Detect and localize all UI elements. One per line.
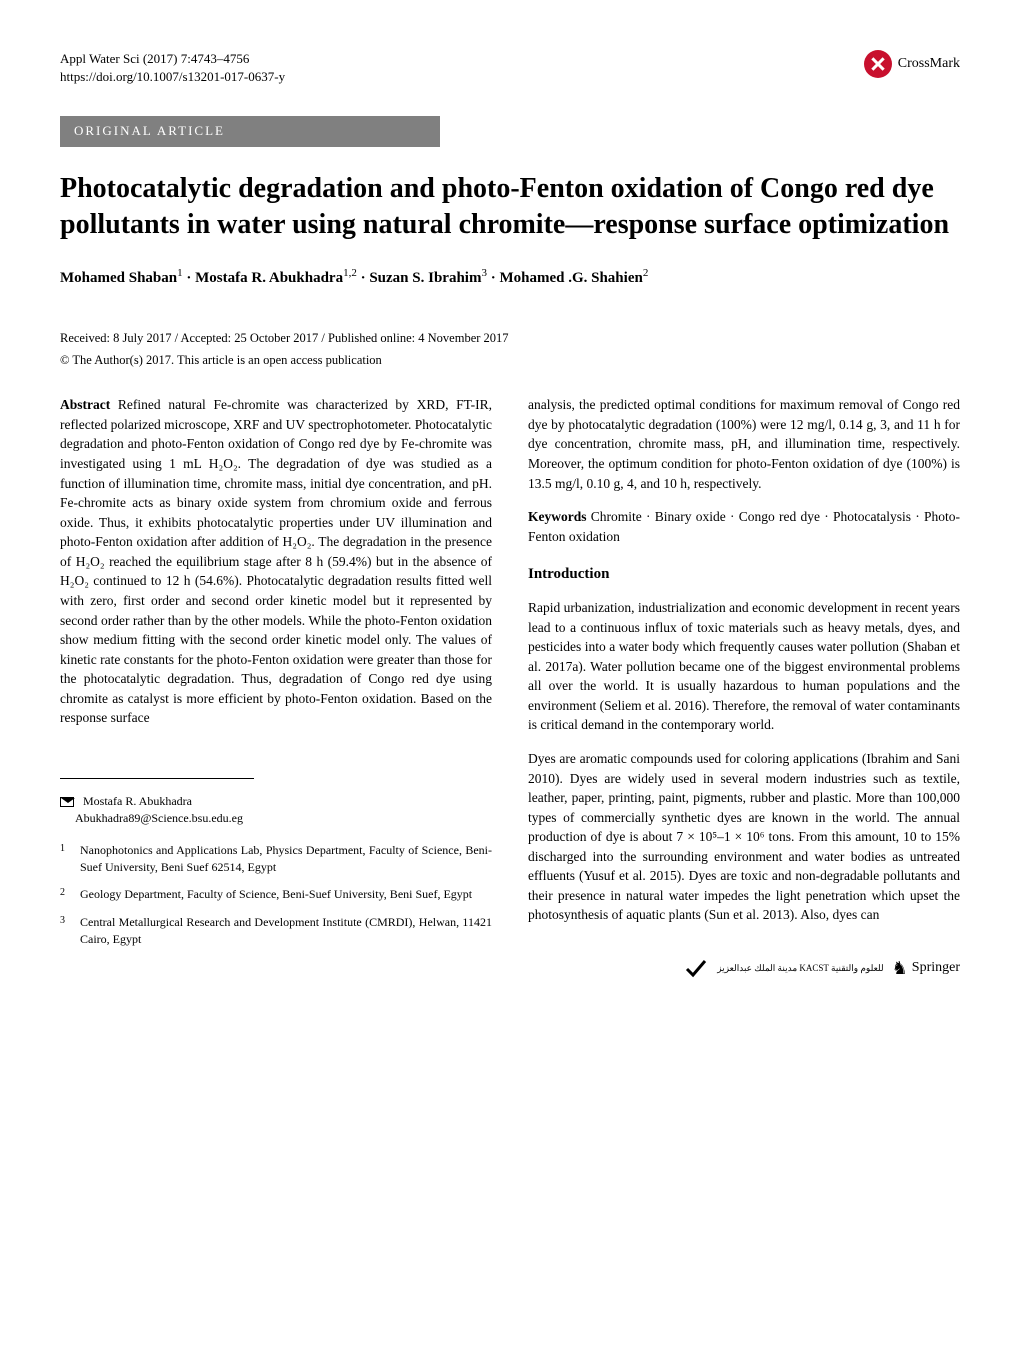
springer-horse-icon: ♞ bbox=[892, 955, 908, 981]
keywords-paragraph: Keywords Chromite · Binary oxide · Congo… bbox=[528, 507, 960, 546]
kacst-text: مدينة الملك عبدالعزيز KACST للعلوم والتق… bbox=[717, 964, 883, 973]
abstract-continuation: analysis, the predicted optimal conditio… bbox=[528, 395, 960, 493]
crossmark-icon bbox=[864, 50, 892, 78]
intro-paragraph-1: Rapid urbanization, industrialization an… bbox=[528, 598, 960, 735]
abstract-paragraph: Abstract Refined natural Fe-chromite was… bbox=[60, 395, 492, 728]
abstract-heading: Abstract bbox=[60, 397, 110, 412]
article-title: Photocatalytic degradation and photo-Fen… bbox=[60, 171, 960, 244]
envelope-icon bbox=[60, 797, 74, 807]
affiliation-number: 3 bbox=[60, 914, 65, 929]
intro-paragraph-2: Dyes are aromatic compounds used for col… bbox=[528, 749, 960, 925]
springer-logo: ♞ Springer bbox=[892, 955, 960, 981]
affiliation-number: 2 bbox=[60, 886, 65, 901]
journal-info: Appl Water Sci (2017) 7:4743–4756 https:… bbox=[60, 50, 285, 86]
crossmark-label: CrossMark bbox=[898, 54, 960, 74]
article-type-label: ORIGINAL ARTICLE bbox=[60, 116, 440, 146]
left-column: Abstract Refined natural Fe-chromite was… bbox=[60, 395, 492, 981]
journal-citation: Appl Water Sci (2017) 7:4743–4756 bbox=[60, 50, 285, 68]
affiliation-item: 3 Central Metallurgical Research and Dev… bbox=[60, 914, 492, 949]
check-icon bbox=[683, 955, 709, 981]
page-header: Appl Water Sci (2017) 7:4743–4756 https:… bbox=[60, 50, 960, 86]
license-text: © The Author(s) 2017. This article is an… bbox=[60, 352, 960, 370]
page-footer: مدينة الملك عبدالعزيز KACST للعلوم والتق… bbox=[528, 955, 960, 981]
affiliation-text: Geology Department, Faculty of Science, … bbox=[80, 887, 472, 901]
correspondence-name: Mostafa R. Abukhadra bbox=[83, 794, 192, 808]
affiliation-number: 1 bbox=[60, 842, 65, 857]
article-dates: Received: 8 July 2017 / Accepted: 25 Oct… bbox=[60, 330, 960, 348]
right-column: analysis, the predicted optimal conditio… bbox=[528, 395, 960, 981]
keywords-heading: Keywords bbox=[528, 509, 587, 524]
abstract-text-left: Refined natural Fe-chromite was characte… bbox=[60, 397, 492, 725]
main-content-columns: Abstract Refined natural Fe-chromite was… bbox=[60, 395, 960, 981]
affiliation-text: Central Metallurgical Research and Devel… bbox=[80, 915, 492, 946]
doi-link[interactable]: https://doi.org/10.1007/s13201-017-0637-… bbox=[60, 68, 285, 86]
author-list: Mohamed Shaban1 · Mostafa R. Abukhadra1,… bbox=[60, 265, 960, 290]
affiliation-item: 2 Geology Department, Faculty of Science… bbox=[60, 886, 492, 903]
section-divider bbox=[60, 778, 254, 779]
crossmark-badge[interactable]: CrossMark bbox=[864, 50, 960, 78]
affiliation-text: Nanophotonics and Applications Lab, Phys… bbox=[80, 843, 492, 874]
keywords-text: Chromite · Binary oxide · Congo red dye … bbox=[528, 509, 960, 544]
affiliation-item: 1 Nanophotonics and Applications Lab, Ph… bbox=[60, 842, 492, 877]
springer-label: Springer bbox=[912, 958, 960, 978]
kacst-logo bbox=[683, 955, 709, 981]
correspondence-email: Abukhadra89@Science.bsu.edu.eg bbox=[75, 811, 243, 825]
introduction-heading: Introduction bbox=[528, 564, 960, 586]
corresponding-author: Mostafa R. Abukhadra Abukhadra89@Science… bbox=[60, 793, 492, 828]
